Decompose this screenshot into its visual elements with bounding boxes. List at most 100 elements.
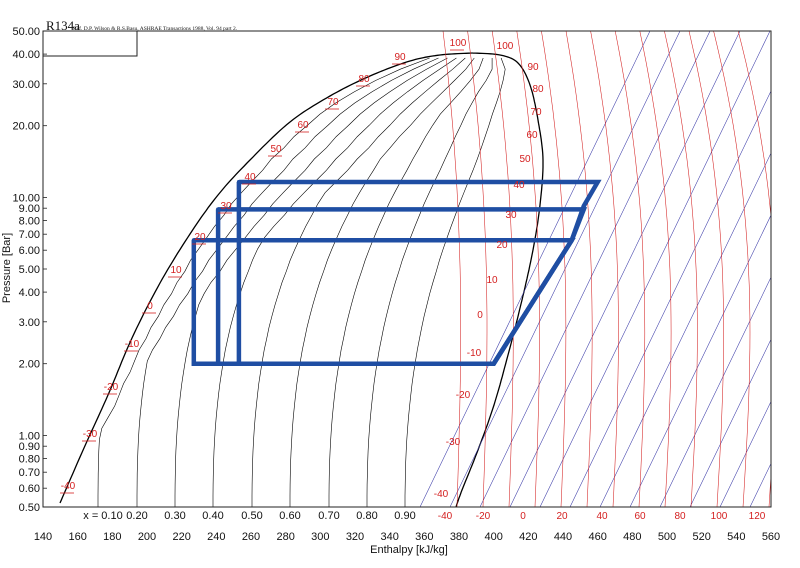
vapor-temperature-label: -40 bbox=[434, 489, 449, 500]
y-tick-label: 1.00 bbox=[19, 430, 40, 442]
liquid-temperature-label: -20 bbox=[104, 382, 119, 393]
cycle-point bbox=[216, 207, 221, 212]
vapor-temperature-label: 100 bbox=[497, 41, 514, 52]
chart-background-lines bbox=[59, 31, 771, 507]
quality-line bbox=[404, 57, 506, 507]
quality-label: 0.80 bbox=[356, 510, 377, 522]
isotherm-bottom-label: -40 bbox=[438, 511, 453, 522]
x-tick-label: 140 bbox=[34, 531, 52, 543]
y-tick-label: 3.00 bbox=[19, 317, 40, 329]
isentrope-line bbox=[479, 31, 711, 507]
x-tick-label: 180 bbox=[103, 531, 121, 543]
liquid-temperature-label: 0 bbox=[147, 301, 153, 312]
x-tick-label: 400 bbox=[485, 531, 503, 543]
isentrope-line bbox=[569, 90, 771, 507]
isotherm-line bbox=[442, 31, 461, 507]
x-tick-label: 200 bbox=[138, 531, 156, 543]
isentrope-line bbox=[509, 31, 741, 507]
vapor-temperature-label: 50 bbox=[519, 154, 531, 165]
quality-line bbox=[212, 57, 457, 507]
isotherm-line bbox=[541, 31, 567, 507]
y-tick-label: 0.50 bbox=[19, 502, 40, 514]
quality-label: x = 0.10 bbox=[83, 510, 122, 522]
y-tick-label: 6.00 bbox=[19, 245, 40, 257]
vapor-temperature-label: 0 bbox=[477, 310, 483, 321]
liquid-temperature-label: 10 bbox=[170, 265, 182, 276]
isentrope-line bbox=[599, 152, 771, 507]
y-tick-label: 0.60 bbox=[19, 483, 40, 495]
quality-label: 0.50 bbox=[241, 510, 262, 522]
y-tick-label: 2.00 bbox=[19, 359, 40, 371]
y-tick-label: 4.00 bbox=[19, 287, 40, 299]
isotherm-bottom-label: 80 bbox=[674, 511, 686, 522]
liquid-temperature-label: 30 bbox=[220, 201, 232, 212]
isotherm-line bbox=[565, 31, 593, 507]
y-tick-label: 0.70 bbox=[19, 467, 40, 479]
isotherm-bottom-label: 20 bbox=[556, 511, 568, 522]
quality-line bbox=[97, 57, 430, 507]
quality-label: 0.60 bbox=[279, 510, 300, 522]
quality-line bbox=[251, 57, 466, 507]
isentrope-line bbox=[539, 31, 771, 507]
x-tick-label: 480 bbox=[623, 531, 641, 543]
liquid-temperature-label: 80 bbox=[358, 74, 370, 85]
isotherm-line bbox=[713, 31, 751, 507]
vapor-temperature-label: 20 bbox=[496, 240, 508, 251]
x-tick-label: 440 bbox=[554, 531, 572, 543]
x-tick-label: 320 bbox=[346, 531, 364, 543]
x-tick-label: 380 bbox=[450, 531, 468, 543]
quality-label: 0.40 bbox=[202, 510, 223, 522]
quality-label: 0.30 bbox=[164, 510, 185, 522]
liquid-temperature-label: 60 bbox=[297, 120, 309, 131]
quality-line bbox=[136, 57, 439, 507]
quality-line bbox=[328, 57, 484, 507]
isotherm-line bbox=[467, 31, 488, 507]
x-tick-label: 520 bbox=[693, 531, 711, 543]
y-tick-label: 10.00 bbox=[12, 192, 40, 204]
isotherm-line bbox=[614, 31, 646, 507]
isotherm-line bbox=[516, 31, 540, 507]
x-tick-label: 280 bbox=[277, 531, 295, 543]
x-tick-label: 540 bbox=[727, 531, 745, 543]
vapor-temperature-label: 40 bbox=[513, 180, 525, 191]
isentrope-line bbox=[689, 338, 771, 507]
vapor-temperature-label: -30 bbox=[446, 437, 461, 448]
isotherm-bottom-label: 120 bbox=[749, 511, 766, 522]
chart-labels: 0.500.600.700.800.901.002.003.004.005.00… bbox=[12, 26, 780, 543]
y-tick-label: 9.00 bbox=[19, 203, 40, 215]
quality-line bbox=[289, 57, 475, 507]
liquid-temperature-label: 70 bbox=[327, 97, 339, 108]
vapor-temperature-label: 90 bbox=[527, 62, 539, 73]
isotherm-line bbox=[639, 31, 672, 507]
x-tick-label: 420 bbox=[519, 531, 537, 543]
y-tick-label: 0.80 bbox=[19, 453, 40, 465]
x-tick-label: 560 bbox=[762, 531, 780, 543]
y-tick-label: 50.00 bbox=[12, 26, 40, 38]
isentrope-line bbox=[719, 400, 771, 507]
vapor-temperature-label: 30 bbox=[505, 210, 517, 221]
cycle-point bbox=[581, 207, 586, 212]
quality-line bbox=[366, 58, 493, 507]
isotherm-bottom-label: 60 bbox=[634, 511, 646, 522]
cycle-path-2 bbox=[215, 207, 588, 366]
isotherm-line bbox=[688, 31, 724, 507]
liquid-temperature-label: 50 bbox=[270, 144, 282, 155]
isentrope-line bbox=[629, 214, 771, 507]
vapor-temperature-label: 70 bbox=[530, 107, 542, 118]
cycle-point bbox=[191, 361, 196, 366]
isotherm-bottom-label: 100 bbox=[711, 511, 728, 522]
x-tick-label: 340 bbox=[381, 531, 399, 543]
y-axis-label: Pressure [Bar] bbox=[1, 233, 13, 303]
y-tick-label: 8.00 bbox=[19, 215, 40, 227]
isentrope-line bbox=[659, 276, 771, 507]
quality-label: 0.20 bbox=[126, 510, 147, 522]
isotherm-bottom-label: -20 bbox=[476, 511, 491, 522]
saturated-liquid-line bbox=[59, 52, 473, 504]
cycle-point bbox=[191, 238, 196, 243]
cycle-point bbox=[581, 204, 586, 208]
x-tick-label: 460 bbox=[589, 531, 607, 543]
vapor-temperature-label: 80 bbox=[532, 84, 544, 95]
x-tick-label: 220 bbox=[173, 531, 191, 543]
chart-title: R134a bbox=[46, 18, 80, 33]
x-tick-label: 360 bbox=[415, 531, 433, 543]
